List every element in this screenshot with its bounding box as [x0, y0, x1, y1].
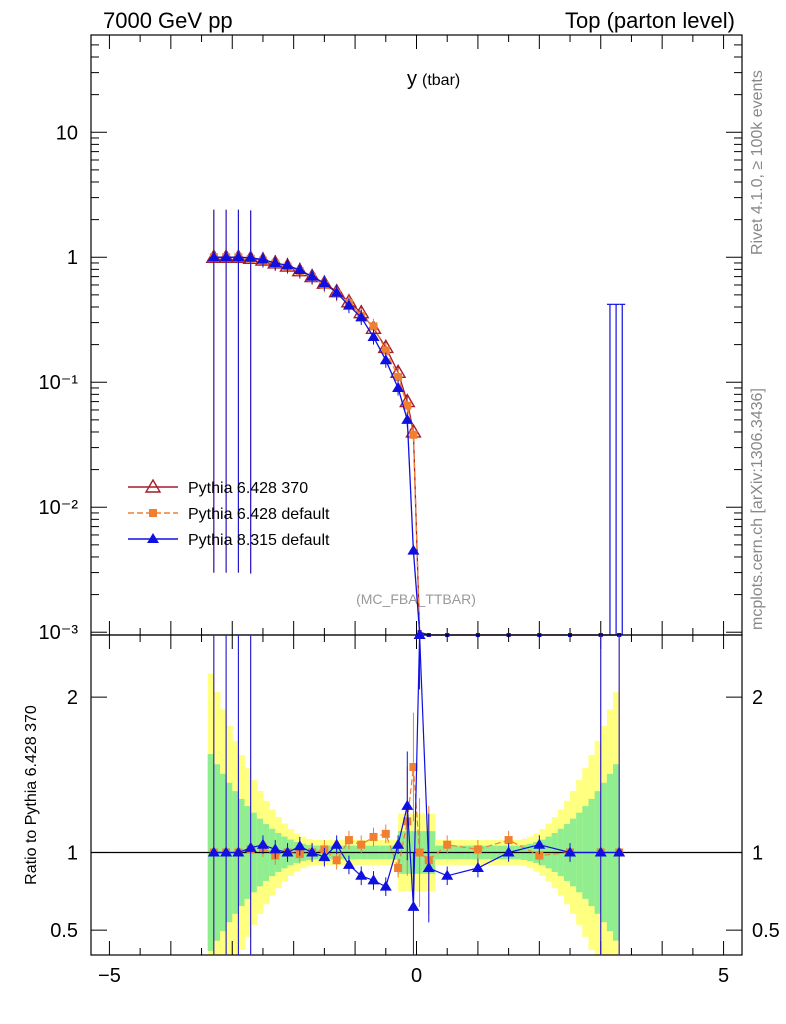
- main-plot: y (tbar) (MC_FBA_TTBAR) 10⁻³10⁻²10⁻¹110 …: [39, 34, 743, 644]
- ratio-point: [504, 836, 513, 845]
- ratio-point: [244, 841, 257, 852]
- ratio-point: [207, 846, 220, 857]
- ratio-point: [293, 840, 306, 851]
- watermark: (MC_FBA_TTBAR): [356, 591, 476, 607]
- data-point: [342, 299, 355, 310]
- legend-label: Pythia 6.428 370: [188, 480, 308, 497]
- data-point: [381, 346, 390, 355]
- ratio-point: [318, 851, 331, 862]
- ratio-point: [330, 838, 343, 849]
- data-point: [403, 401, 412, 410]
- data-point: [318, 277, 331, 288]
- data-point: [281, 259, 294, 270]
- y-tick-label: 10⁻²: [39, 497, 79, 519]
- legend-marker: [144, 478, 162, 493]
- data-point: [355, 311, 368, 322]
- data-point: [306, 270, 319, 281]
- data-point: [394, 373, 403, 382]
- legend-label: Pythia 6.428 default: [188, 506, 330, 523]
- header-left: 7000 GeV pp: [103, 8, 233, 33]
- series-line: [213, 256, 620, 636]
- ratio-point: [473, 845, 482, 854]
- ratio-point: [355, 869, 368, 880]
- ratio-point: [441, 869, 454, 880]
- plot-title: y: [407, 68, 417, 90]
- ratio-point: [369, 832, 378, 841]
- data-point: [232, 251, 245, 262]
- ratio-point: [269, 843, 282, 854]
- ratio-point: [535, 851, 544, 860]
- mcplots-label: mcplots.cern.ch [arXiv:1306.3436]: [749, 388, 766, 630]
- ratio-point: [422, 862, 435, 873]
- ratio-point: [256, 838, 269, 849]
- data-point: [220, 251, 233, 262]
- rivet-label: Rivet 4.1.0, ≥ 100k events: [749, 70, 766, 255]
- data-point: [256, 253, 269, 264]
- plot-subtitle: (tbar): [422, 72, 460, 89]
- ratio-point: [344, 836, 353, 845]
- ratio-point: [306, 846, 319, 857]
- y-tick-label-right: 0.5: [752, 920, 780, 942]
- data-point: [401, 413, 414, 424]
- ratio-point: [332, 856, 341, 865]
- ratio-point: [220, 846, 233, 857]
- y-tick-label-right: 1: [752, 842, 763, 864]
- ratio-point: [394, 864, 403, 873]
- ratio-point: [367, 874, 380, 885]
- y-tick-label: 0.5: [50, 920, 78, 942]
- legend-marker: [149, 509, 157, 517]
- data-point: [207, 251, 220, 262]
- data-point: [367, 331, 380, 342]
- x-tick-label: −5: [98, 965, 121, 987]
- y-tick-label: 2: [67, 687, 78, 709]
- ratio-point: [613, 846, 626, 857]
- ratio-point: [232, 846, 245, 857]
- data-point: [330, 286, 343, 297]
- series-line: [213, 256, 620, 636]
- ratio-plot: 0.5 0.5 1 1 2 2 −5 0 5 Ratio to Pythia 6.428 370: [23, 629, 780, 987]
- data-point: [407, 544, 420, 555]
- data-point: [379, 354, 392, 365]
- ratio-point: [379, 880, 392, 891]
- ratio-point: [381, 829, 390, 838]
- data-point: [244, 251, 257, 262]
- series-line: [213, 256, 620, 636]
- ratio-point: [401, 799, 414, 810]
- data-point: [409, 430, 418, 439]
- ratio-point: [409, 763, 418, 772]
- data-point: [392, 381, 405, 392]
- data-point: [269, 256, 282, 267]
- ratio-ylabel: Ratio to Pythia 6.428 370: [23, 705, 40, 885]
- ratio-point: [533, 838, 546, 849]
- ratio-point: [342, 858, 355, 869]
- ratio-point: [502, 846, 515, 857]
- ratio-point: [357, 840, 366, 849]
- ratio-point: [392, 838, 405, 849]
- x-tick-label: 0: [411, 965, 422, 987]
- y-tick-label-right: 2: [752, 687, 763, 709]
- legend-marker: [147, 533, 159, 543]
- legend-label: Pythia 8.315 default: [188, 532, 330, 549]
- ratio-point: [407, 900, 420, 911]
- data-point: [293, 264, 306, 275]
- y-tick-label: 10: [56, 122, 78, 144]
- ratio-point: [443, 840, 452, 849]
- y-tick-label: 1: [67, 842, 78, 864]
- ratio-point: [471, 862, 484, 873]
- legend: Pythia 6.428 370 Pythia 6.428 default Pyth…: [128, 478, 330, 549]
- y-tick-label: 10⁻³: [39, 622, 79, 644]
- y-tick-label: 1: [67, 247, 78, 269]
- ratio-point: [415, 848, 424, 857]
- ratio-point: [413, 629, 426, 639]
- ratio-point: [564, 846, 577, 857]
- ratio-point: [281, 846, 294, 857]
- x-tick-label: 5: [718, 965, 729, 987]
- data-point: [369, 322, 378, 331]
- ratio-point: [594, 846, 607, 857]
- y-tick-label: 10⁻¹: [39, 372, 79, 394]
- header-right: Top (parton level): [565, 8, 735, 33]
